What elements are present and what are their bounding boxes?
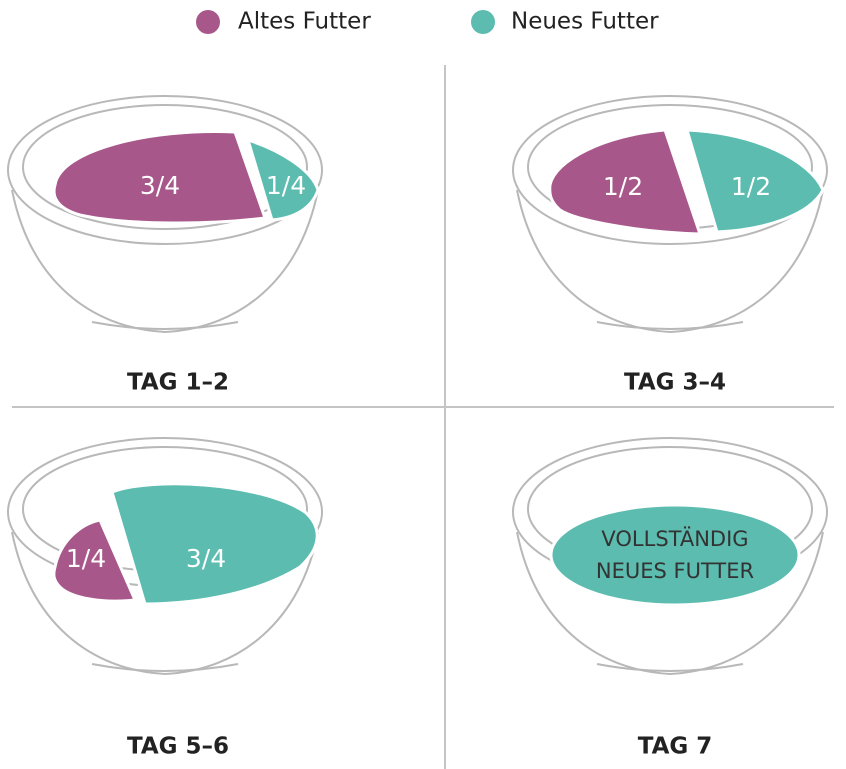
- portion-label: 1/2: [731, 172, 771, 201]
- panel: 1/2 1/2 TAG 3–4: [513, 96, 827, 396]
- panel: VOLLSTÄNDIG NEUES FUTTER TAG 7: [513, 438, 827, 760]
- portion-label: VOLLSTÄNDIG: [601, 526, 748, 551]
- portion-label: 1/4: [66, 544, 106, 573]
- panel-label: TAG 7: [638, 734, 713, 760]
- legend-label: Neues Futter: [511, 9, 659, 35]
- portion-label: 3/4: [140, 171, 180, 200]
- panel: 3/4 1/4 TAG 1–2: [8, 96, 322, 396]
- diagram: Altes Futter Neues Futter 3/4 1/4 TAG 1–…: [0, 0, 846, 769]
- legend-swatch: [471, 10, 495, 34]
- portion-label: 3/4: [186, 544, 226, 573]
- legend-label: Altes Futter: [238, 9, 371, 35]
- panel-label: TAG 5–6: [127, 734, 229, 760]
- panel: 1/4 3/4 TAG 5–6: [8, 438, 322, 760]
- portion-label: 1/2: [603, 172, 643, 201]
- panel-label: TAG 1–2: [127, 370, 229, 396]
- legend-swatch: [196, 10, 220, 34]
- portion-label: NEUES FUTTER: [596, 559, 754, 583]
- panel-label: TAG 3–4: [624, 370, 726, 396]
- portion-label: 1/4: [266, 171, 306, 200]
